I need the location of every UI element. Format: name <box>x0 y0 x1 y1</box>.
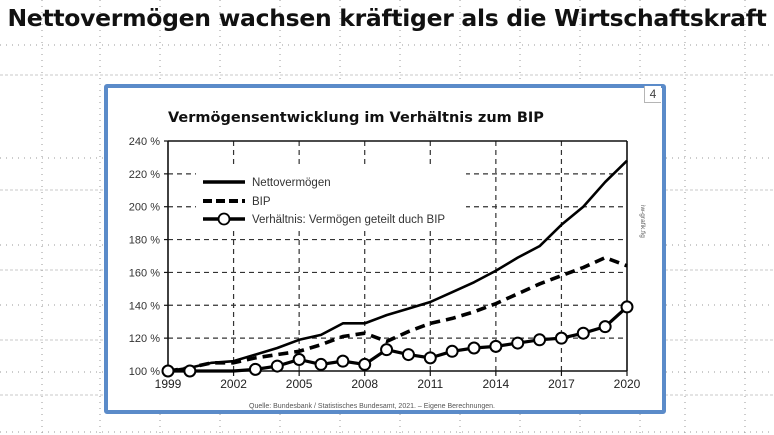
y-tick-label: 200 % <box>129 202 160 214</box>
data-point <box>270 359 284 373</box>
data-point <box>489 339 503 353</box>
axes: 100 % 120 % 140 % 160 % 180 % 200 % 220 % 240 %… <box>129 136 641 391</box>
legend: Nettovermögen BIP Verhältnis: Vermögen get… <box>196 168 466 230</box>
y-tick-label: 220 % <box>129 169 160 181</box>
data-point <box>445 344 459 358</box>
x-tick-label: 1999 <box>155 377 182 391</box>
series-layer <box>161 159 634 378</box>
data-point <box>467 341 481 355</box>
series-line-verhaeltnis <box>168 305 629 373</box>
data-point <box>161 364 175 378</box>
data-point <box>620 300 634 314</box>
x-tick-label: 2020 <box>614 377 641 391</box>
data-point <box>183 364 197 378</box>
legend-label: Nettovermögen <box>252 177 331 189</box>
source-note: Quelle: Bundesbank / Statistisches Bunde… <box>249 403 495 410</box>
series-line-bip <box>167 255 628 373</box>
y-tick-label: 180 % <box>129 235 160 247</box>
slide-title: Nettovermögen wachsen kräftiger als die … <box>7 4 767 32</box>
data-point <box>598 320 612 334</box>
page-number: 4 <box>644 86 661 103</box>
data-point <box>248 362 262 376</box>
y-tick-label: 160 % <box>129 267 160 279</box>
legend-marker <box>217 212 231 226</box>
y-tick-label: 100 % <box>129 366 160 378</box>
x-tick-label: 2014 <box>483 377 510 391</box>
data-point <box>423 351 437 365</box>
data-point <box>358 357 372 371</box>
legend-label: BIP <box>252 196 271 208</box>
x-tick-label: 2011 <box>417 377 443 391</box>
y-tick-label: 240 % <box>129 136 160 148</box>
chart-frame <box>104 84 666 414</box>
data-point <box>554 331 568 345</box>
y-tick-label: 120 % <box>129 333 160 345</box>
data-point <box>380 343 394 357</box>
data-point <box>401 348 415 362</box>
x-tick-label: 2002 <box>220 377 247 391</box>
graphic-credit: iw-grafik.fig <box>639 205 646 238</box>
chart-title: Vermögensentwicklung im Verhältnis zum B… <box>168 110 544 126</box>
data-point <box>314 357 328 371</box>
y-tick-label: 140 % <box>129 300 160 312</box>
data-point <box>336 354 350 368</box>
series-line-nettovermoegen <box>167 159 628 373</box>
data-point <box>533 333 547 347</box>
x-tick-label: 2017 <box>548 377 575 391</box>
x-tick-label: 2005 <box>286 377 313 391</box>
legend-label: Verhältnis: Vermögen geteilt duch BIP <box>252 214 445 226</box>
data-point <box>576 326 590 340</box>
data-point <box>511 336 525 350</box>
data-point <box>292 353 306 366</box>
x-tick-label: 2008 <box>351 377 378 391</box>
